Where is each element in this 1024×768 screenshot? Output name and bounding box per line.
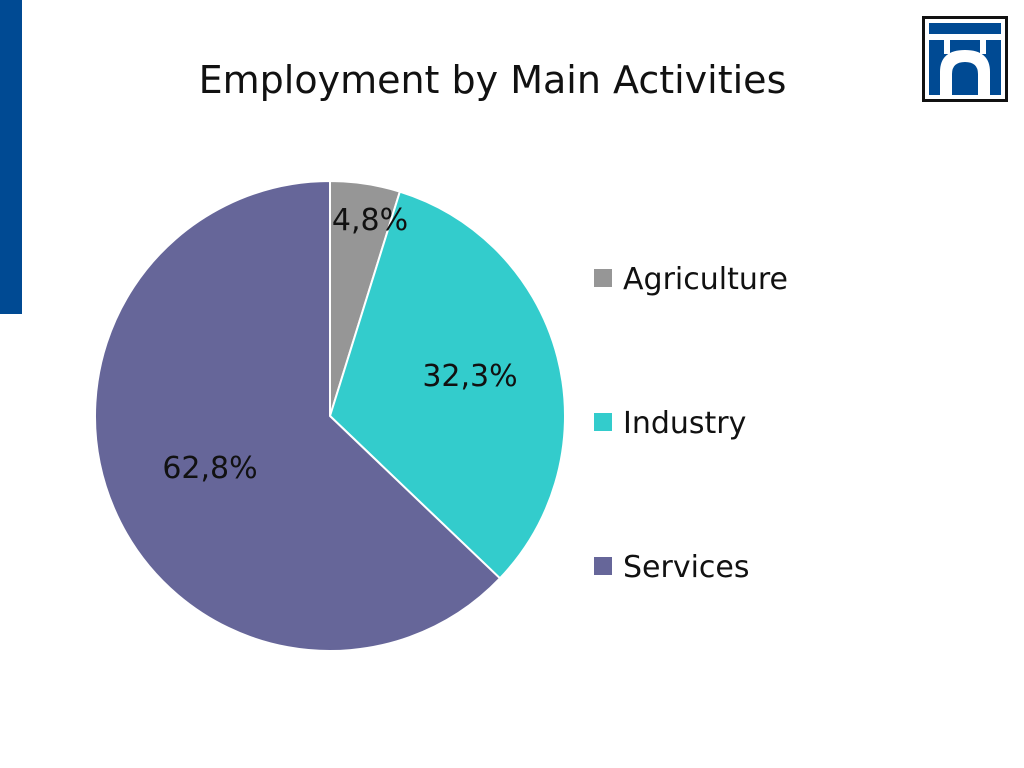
- data-label-services: 62,8%: [162, 451, 257, 486]
- accent-bar: [0, 0, 22, 314]
- legend-label-industry: Industry: [623, 406, 746, 441]
- data-label-industry: 32,3%: [422, 359, 517, 394]
- pie-slice-labels: 4,8% 32,3% 62,8%: [162, 203, 517, 486]
- chart-legend: Agriculture Industry Services: [594, 262, 788, 585]
- logo-pillar-right: [980, 34, 986, 54]
- logo-pillar-left: [944, 34, 950, 54]
- chart-title: Employment by Main Activities: [198, 58, 787, 102]
- legend-label-agriculture: Agriculture: [623, 262, 788, 297]
- pie-slices: [94, 179, 566, 652]
- data-label-agriculture: 4,8%: [332, 203, 408, 238]
- legend-swatch-agriculture: [594, 269, 612, 287]
- legend-swatch-services: [594, 557, 612, 575]
- legend-swatch-industry: [594, 413, 612, 431]
- pie-slice-services: [94, 179, 502, 652]
- pie-slice-industry: [328, 190, 566, 580]
- logo-deck: [929, 34, 1001, 40]
- legend-label-services: Services: [623, 550, 750, 585]
- bridge-arch-logo-icon: [922, 16, 1008, 102]
- logo-arch: [940, 50, 990, 95]
